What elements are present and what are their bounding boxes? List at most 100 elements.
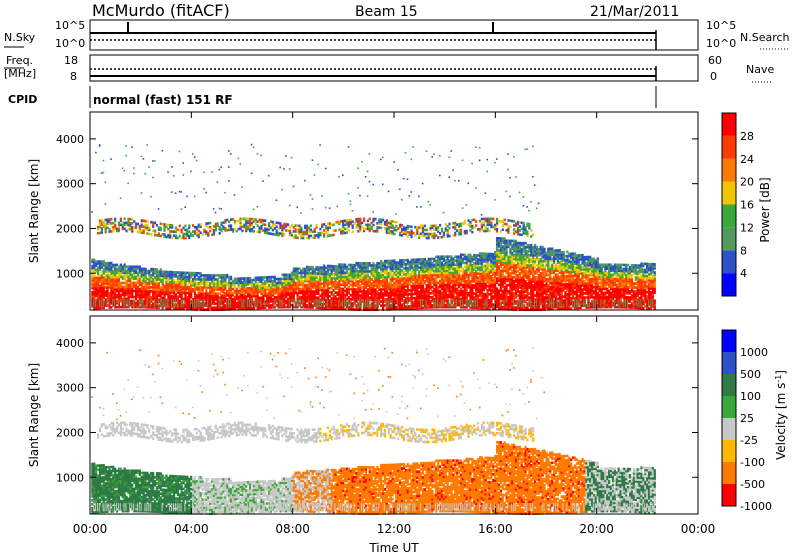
freq-panel-frame <box>90 55 698 81</box>
data-cell <box>295 234 297 237</box>
data-cell <box>122 168 124 170</box>
data-cell <box>211 171 213 173</box>
data-cell <box>277 228 279 231</box>
data-cell <box>122 265 124 268</box>
data-cell <box>103 299 104 307</box>
data-cell <box>435 234 437 237</box>
data-cell <box>219 232 221 235</box>
data-cell <box>380 300 382 303</box>
data-cell <box>433 288 435 291</box>
data-cell <box>234 228 236 231</box>
data-cell <box>131 146 133 148</box>
data-cell <box>203 188 205 190</box>
data-cell <box>410 259 412 262</box>
data-cell <box>352 264 354 267</box>
data-cell <box>348 272 350 275</box>
data-cell <box>479 228 481 231</box>
data-cell <box>213 229 215 232</box>
data-cell <box>219 274 221 277</box>
data-cell <box>228 299 229 307</box>
data-cell <box>194 272 196 275</box>
data-cell <box>386 219 388 222</box>
data-cell <box>372 262 374 265</box>
data-cell <box>390 260 392 263</box>
data-cell <box>325 299 327 302</box>
data-cell <box>219 226 221 229</box>
data-cell <box>298 288 300 291</box>
data-cell <box>103 276 105 279</box>
data-cell <box>431 304 433 307</box>
data-cell <box>321 231 323 234</box>
data-cell <box>268 175 270 177</box>
data-cell <box>445 223 447 226</box>
data-cell <box>215 223 217 226</box>
data-cell <box>241 277 243 280</box>
data-cell <box>374 264 376 267</box>
data-cell <box>141 156 143 158</box>
data-cell <box>439 290 441 293</box>
data-cell <box>346 276 348 279</box>
data-cell <box>393 227 395 230</box>
data-cell <box>407 299 408 307</box>
data-cell <box>350 200 352 202</box>
data-cell <box>473 284 475 287</box>
data-cell <box>158 232 160 235</box>
data-cell <box>226 229 228 232</box>
data-cell <box>122 286 124 289</box>
data-cell <box>264 223 266 226</box>
data-cell <box>188 272 190 275</box>
data-cell <box>386 266 388 269</box>
data-cell <box>315 272 317 275</box>
data-cell <box>391 220 393 223</box>
data-cell <box>110 218 112 221</box>
data-cell <box>175 293 177 296</box>
data-cell <box>365 262 367 265</box>
data-cell <box>106 299 107 307</box>
data-cell <box>150 196 152 198</box>
data-cell <box>456 299 457 307</box>
data-cell <box>376 290 378 293</box>
data-cell <box>473 218 475 221</box>
data-cell <box>171 166 173 168</box>
data-cell <box>99 145 101 147</box>
data-cell <box>448 176 450 178</box>
data-cell <box>420 274 422 277</box>
data-cell <box>91 291 93 294</box>
data-cell <box>131 218 133 221</box>
data-cell <box>226 299 227 307</box>
data-cell <box>260 219 262 222</box>
data-cell <box>234 290 236 293</box>
data-cell <box>361 290 363 293</box>
data-cell <box>120 198 122 200</box>
data-cell <box>477 272 479 275</box>
data-cell <box>226 290 228 293</box>
data-cell <box>236 230 238 233</box>
data-cell <box>213 306 215 309</box>
data-cell <box>376 222 378 225</box>
data-cell <box>437 236 439 239</box>
data-cell <box>433 278 435 281</box>
data-cell <box>471 225 473 228</box>
data-cell <box>437 226 439 229</box>
data-cell <box>251 228 253 231</box>
data-cell <box>331 277 333 280</box>
data-cell <box>431 233 433 236</box>
data-cell <box>416 226 418 229</box>
data-cell <box>418 195 420 197</box>
data-cell <box>287 298 289 301</box>
data-cell <box>338 220 340 223</box>
data-cell <box>433 264 435 267</box>
data-cell <box>346 219 348 222</box>
data-cell <box>196 282 198 285</box>
data-cell <box>167 228 169 231</box>
data-cell <box>207 292 209 295</box>
data-cell <box>477 254 479 257</box>
data-cell <box>118 299 119 307</box>
data-cell <box>367 299 368 307</box>
data-cell <box>338 229 340 232</box>
data-cell <box>186 296 188 299</box>
data-cell <box>310 225 312 228</box>
data-cell <box>122 276 124 279</box>
data-cell <box>443 263 445 266</box>
data-cell <box>198 230 200 233</box>
